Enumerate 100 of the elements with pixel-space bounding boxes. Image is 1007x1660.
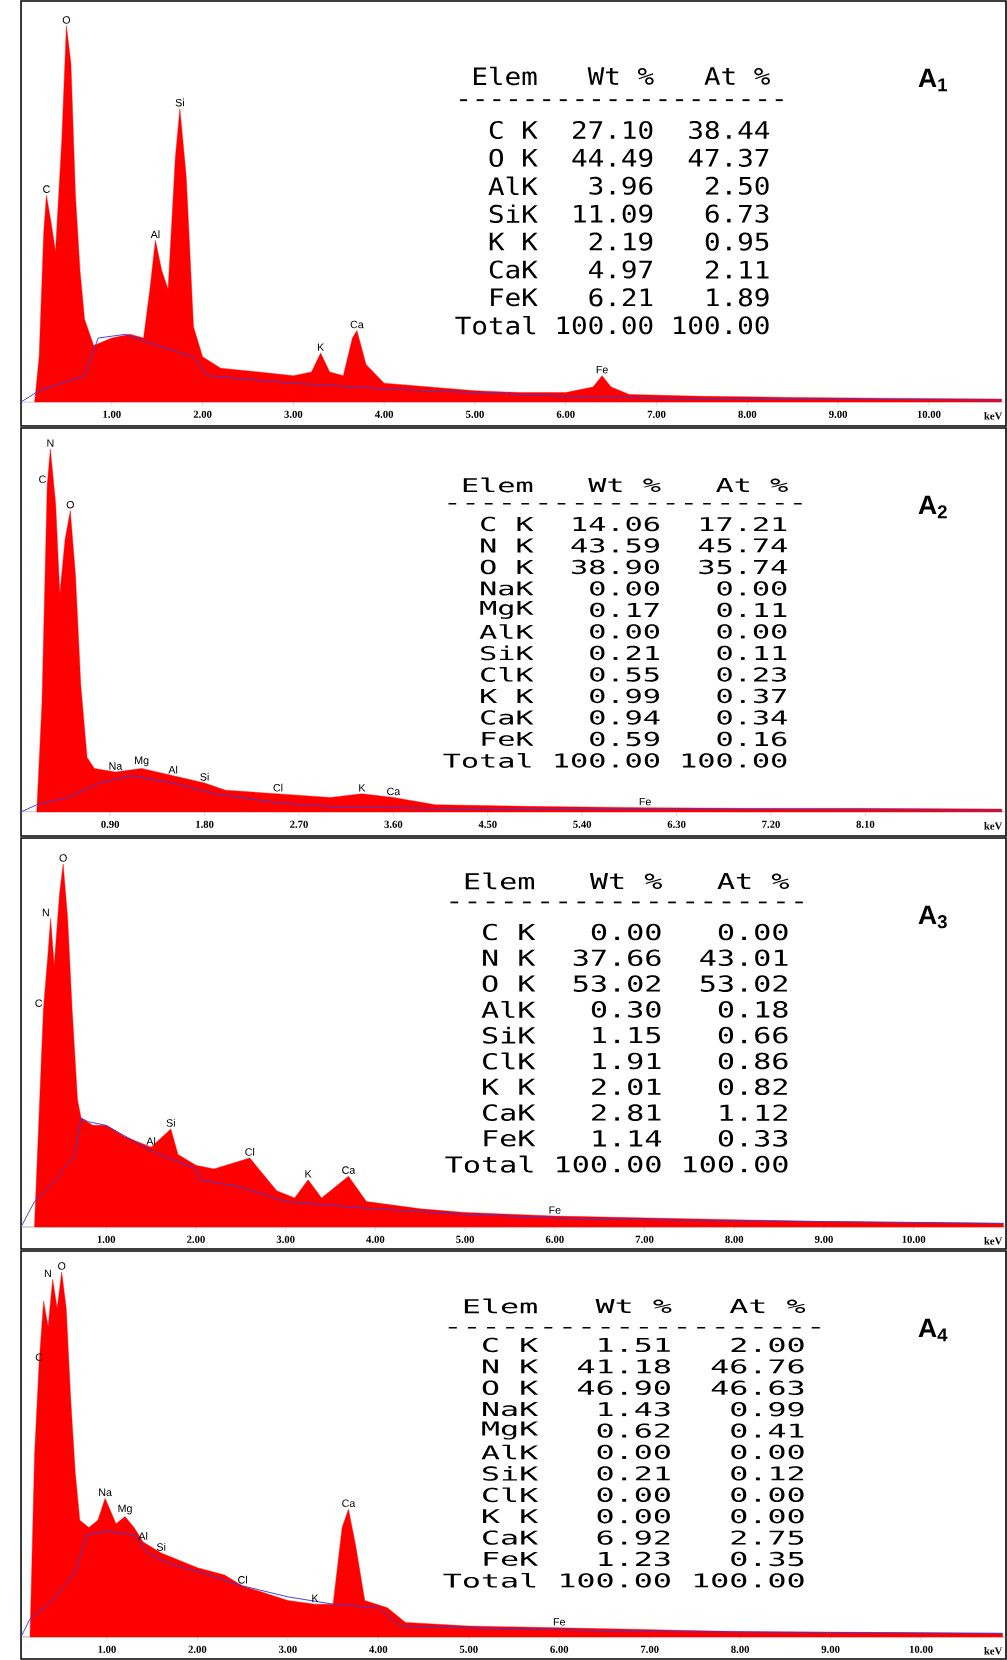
x-tick-label: 7.00	[647, 410, 666, 418]
data-label: 100.00	[561, 1573, 670, 1588]
category-label: K K	[482, 1078, 536, 1095]
category-label: N K	[481, 538, 534, 553]
x-tick-label: 6.30	[667, 820, 686, 828]
data-label: 1.14	[593, 1130, 661, 1147]
data-label: 0.00	[731, 1444, 804, 1460]
x-tick-label: 6.00	[550, 1645, 569, 1653]
category-label: K K	[489, 232, 538, 251]
category-label: K K	[481, 689, 534, 703]
annotation: Al	[168, 765, 177, 774]
data-label: 44.49	[572, 148, 653, 167]
data-label: 2.11	[705, 260, 769, 279]
annotation: N	[47, 439, 54, 447]
x-tick-label: 6.00	[556, 410, 575, 418]
annotation: Al	[150, 230, 160, 239]
x-tick-label: 1.00	[97, 1235, 116, 1243]
annotation: Si	[166, 1118, 175, 1127]
data-label: 11.09	[574, 204, 653, 223]
category-label: C K	[482, 923, 536, 941]
annotation: --------------------	[448, 1327, 820, 1329]
annotation: K	[359, 784, 366, 792]
data-label: 0.41	[731, 1423, 804, 1438]
category-label: NaK	[481, 581, 534, 596]
data-label: 45.74	[698, 538, 787, 553]
category-label: SiK	[481, 645, 534, 661]
data-label: 37.66	[573, 949, 661, 967]
category-label: Total	[455, 315, 535, 335]
data-label: 0.00	[590, 581, 659, 596]
x-tick-label: 4.00	[374, 410, 393, 418]
annotation: Fe	[639, 797, 651, 806]
category-label: FeK	[490, 288, 538, 307]
category-label: AlK	[481, 1000, 536, 1018]
category-label: NaK	[482, 1402, 538, 1417]
data-label: 0.00	[731, 1487, 804, 1502]
annotation: N	[44, 1269, 51, 1278]
data-label: 46.63	[711, 1380, 804, 1395]
annotation: Mg	[118, 1504, 132, 1515]
annotation: K	[305, 1170, 312, 1178]
annotation: K	[312, 1594, 319, 1602]
data-label: 0.00	[597, 1487, 670, 1502]
x-tick-label: 7.00	[635, 1235, 654, 1243]
text: Elem	[473, 66, 537, 86]
category-label: N K	[482, 1359, 538, 1374]
x-tick-label: 5.40	[573, 820, 591, 828]
data-label: 3.96	[589, 176, 653, 195]
data-label: 2.81	[592, 1104, 661, 1121]
data-label: 0.00	[597, 1444, 670, 1460]
category-label: Total	[443, 1572, 536, 1588]
data-label: 0.66	[718, 1026, 788, 1044]
x-tick-label: 2.00	[188, 1645, 207, 1653]
data-label: 0.00	[597, 1509, 670, 1524]
data-label: 35.74	[699, 559, 787, 575]
x-tick-label: 8.00	[725, 1235, 744, 1243]
x-tick-label: 2.00	[193, 410, 212, 418]
data-label: 2.19	[589, 232, 653, 251]
category-label: Total	[443, 753, 531, 768]
x-tick-label: 8.00	[738, 410, 757, 418]
annotation: N	[42, 908, 49, 917]
category-label: AlK	[479, 624, 534, 639]
data-label: 0.17	[590, 602, 659, 618]
data-label: 1.43	[599, 1402, 670, 1417]
data-label: 53.02	[573, 975, 660, 992]
data-label: 0.16	[717, 731, 787, 747]
text: Elem	[463, 477, 533, 493]
x-tick-label: 5.00	[456, 1235, 474, 1243]
category-label: K K	[482, 1509, 538, 1524]
category-label: O K	[480, 559, 534, 575]
category-label: ClK	[482, 1487, 538, 1503]
text: At %	[717, 872, 789, 890]
annotation: --------------------	[450, 901, 803, 904]
data-label: 0.35	[731, 1551, 803, 1567]
data-label: 0.23	[717, 667, 786, 682]
data-label: 0.33	[718, 1130, 788, 1147]
data-label: 0.12	[731, 1466, 803, 1481]
data-label: 2.50	[705, 176, 769, 195]
annotation: --------------------	[448, 503, 802, 505]
data-label: 100.00	[694, 1573, 804, 1588]
text: A$_{2}$	[918, 495, 947, 519]
data-label: 43.59	[571, 538, 659, 553]
category-label: ClK	[482, 1052, 536, 1070]
data-label: 0.00	[717, 581, 787, 596]
category-label: ClK	[481, 667, 534, 682]
data-label: 100.00	[555, 753, 659, 768]
annotation: Cl	[273, 783, 283, 792]
category-label: Total	[445, 1155, 533, 1173]
annotation: Al	[146, 1137, 155, 1145]
data-label: 100.00	[673, 316, 769, 335]
x-tick-label: 7.20	[762, 820, 780, 828]
category-label: MgK	[480, 601, 534, 619]
x-tick-label: 9.00	[821, 1645, 840, 1653]
data-label: 0.11	[717, 645, 787, 661]
data-label: 100.00	[682, 753, 787, 768]
data-label: 100.00	[557, 1155, 661, 1173]
data-label: 0.21	[590, 645, 659, 661]
data-label: 2.00	[731, 1337, 804, 1353]
data-label: 38.44	[689, 120, 769, 140]
annotation: Cl	[245, 1147, 254, 1156]
data-label: 100.00	[557, 316, 653, 335]
data-label: 0.59	[590, 731, 659, 747]
